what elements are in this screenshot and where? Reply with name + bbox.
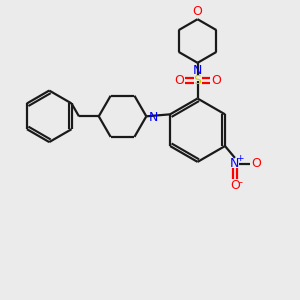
Text: N: N bbox=[193, 64, 202, 77]
Text: O: O bbox=[251, 158, 261, 170]
Text: O: O bbox=[193, 5, 202, 18]
Text: O: O bbox=[230, 179, 240, 192]
Text: -: - bbox=[239, 177, 243, 187]
Text: S: S bbox=[194, 74, 202, 87]
Text: N: N bbox=[148, 111, 158, 124]
Text: +: + bbox=[236, 154, 244, 164]
Text: N: N bbox=[230, 158, 240, 170]
Text: O: O bbox=[174, 74, 184, 87]
Text: O: O bbox=[212, 74, 221, 87]
